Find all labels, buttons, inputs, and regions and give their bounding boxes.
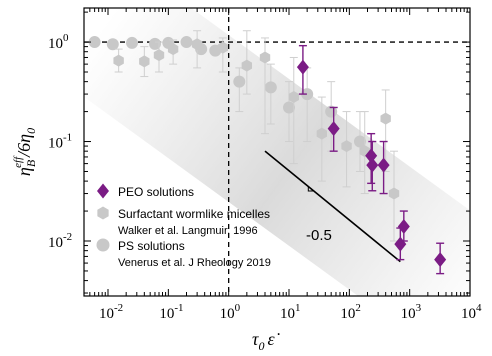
legend-label-ps: PS solutions	[118, 239, 185, 253]
y-label-eta: η	[14, 167, 34, 176]
data-point-surfactant-wormlike-micelles-6	[241, 59, 253, 72]
svg-text:ηBeff/6η0: ηBeff/6η0	[12, 128, 38, 176]
data-point-surfactant-wormlike-micelles-5	[217, 41, 229, 54]
x-tick-label-6: 104	[461, 302, 482, 322]
legend-sub-micelles: Walker et al. Langmuir, 1996	[118, 225, 258, 237]
data-point-ps-solutions-9	[264, 81, 277, 94]
slope-line	[264, 150, 401, 263]
x-label-epsdot: ε̇	[267, 329, 280, 349]
data-point-ps-solutions-1	[106, 38, 119, 51]
y-label-sub-b: B	[24, 159, 38, 167]
legend-marker-0	[97, 183, 109, 199]
slope-triangle	[307, 186, 314, 192]
data-point-surfactant-wormlike-micelles-2	[153, 49, 165, 62]
shaded-band-fill	[84, 8, 470, 296]
slope-indicator: -0.5	[264, 150, 401, 263]
data-point-ps-solutions-13	[353, 135, 366, 148]
data-point-peo-solutions-6	[397, 218, 410, 234]
series-peo-solutions	[296, 44, 447, 275]
data-point-surfactant-wormlike-micelles-0	[113, 54, 124, 67]
data-point-ps-solutions-10	[283, 101, 296, 114]
legend-label-peo: PEO solutions	[118, 185, 194, 199]
data-point-peo-solutions-0	[296, 59, 309, 75]
x-tick-label-5: 103	[401, 302, 422, 322]
legend-marker-2	[96, 238, 110, 252]
x-tick-label-2: 100	[220, 302, 241, 322]
svg-text:τ0ε̇: τ0 ε̇	[252, 329, 281, 353]
legend: PEO solutions Surfactant wormlike micell…	[96, 183, 271, 269]
slope-label: -0.5	[306, 227, 332, 244]
axes-frame	[83, 7, 471, 297]
plot-background	[84, 8, 470, 296]
x-tick-label-1: 10-1	[159, 302, 183, 322]
data-point-ps-solutions-11	[301, 88, 314, 101]
series-surfactant-wormlike-micelles	[113, 30, 400, 242]
legend-markers	[96, 183, 110, 252]
y-label-rest: /6η	[14, 134, 34, 158]
x-axis-label: τ0 ε̇	[252, 329, 281, 353]
reference-lines	[84, 8, 470, 296]
data-point-surfactant-wormlike-micelles-3	[167, 43, 179, 56]
data-point-peo-solutions-3	[366, 157, 379, 173]
data-point-ps-solutions-3	[148, 37, 161, 50]
legend-sub-ps: Venerus et al. J Rheology 2019	[118, 257, 271, 269]
plot-frame	[83, 7, 471, 297]
data-point-peo-solutions-4	[377, 157, 390, 173]
data-point-ps-solutions-0	[88, 36, 101, 49]
y-tick-label-0: 10-2	[48, 231, 72, 251]
data-point-peo-solutions-7	[434, 252, 447, 268]
data-point-surfactant-wormlike-micelles-7	[259, 51, 271, 64]
y-label-sup-eff: eff	[12, 155, 24, 168]
y-axis-label: ηBeff/6η0	[12, 128, 38, 176]
y-tick-label-1: 10-1	[48, 132, 72, 152]
data-point-surfactant-wormlike-micelles-9	[316, 127, 328, 140]
x-tick-label-0: 10-2	[99, 302, 123, 322]
data-points	[88, 30, 447, 275]
legend-marker-1	[97, 206, 109, 220]
y-label-sub-0: 0	[24, 128, 38, 134]
shaded-band	[84, 8, 470, 296]
data-point-surfactant-wormlike-micelles-4	[191, 38, 203, 51]
data-point-surfactant-wormlike-micelles-13	[388, 187, 400, 200]
data-point-surfactant-wormlike-micelles-10	[341, 140, 352, 153]
data-point-peo-solutions-1	[327, 121, 340, 137]
x-tick-label-3: 101	[280, 302, 301, 322]
axis-ticks: 10-2 10-1 100 101 102 103 104 10-2 10-1 100	[48, 8, 482, 322]
data-point-ps-solutions-2	[126, 36, 139, 49]
legend-label-micelles: Surfactant wormlike micelles	[118, 207, 270, 221]
x-label-tau: τ	[252, 329, 259, 349]
data-point-surfactant-wormlike-micelles-8	[288, 91, 299, 104]
data-point-ps-solutions-8	[233, 75, 246, 88]
data-point-peo-solutions-2	[365, 148, 378, 164]
data-point-surfactant-wormlike-micelles-12	[380, 112, 391, 125]
x-label-sub-0: 0	[258, 339, 264, 353]
y-tick-label-2: 100	[48, 32, 69, 52]
data-point-surfactant-wormlike-micelles-1	[139, 55, 150, 68]
data-point-ps-solutions-5	[180, 36, 193, 49]
x-tick-label-4: 102	[340, 302, 361, 322]
